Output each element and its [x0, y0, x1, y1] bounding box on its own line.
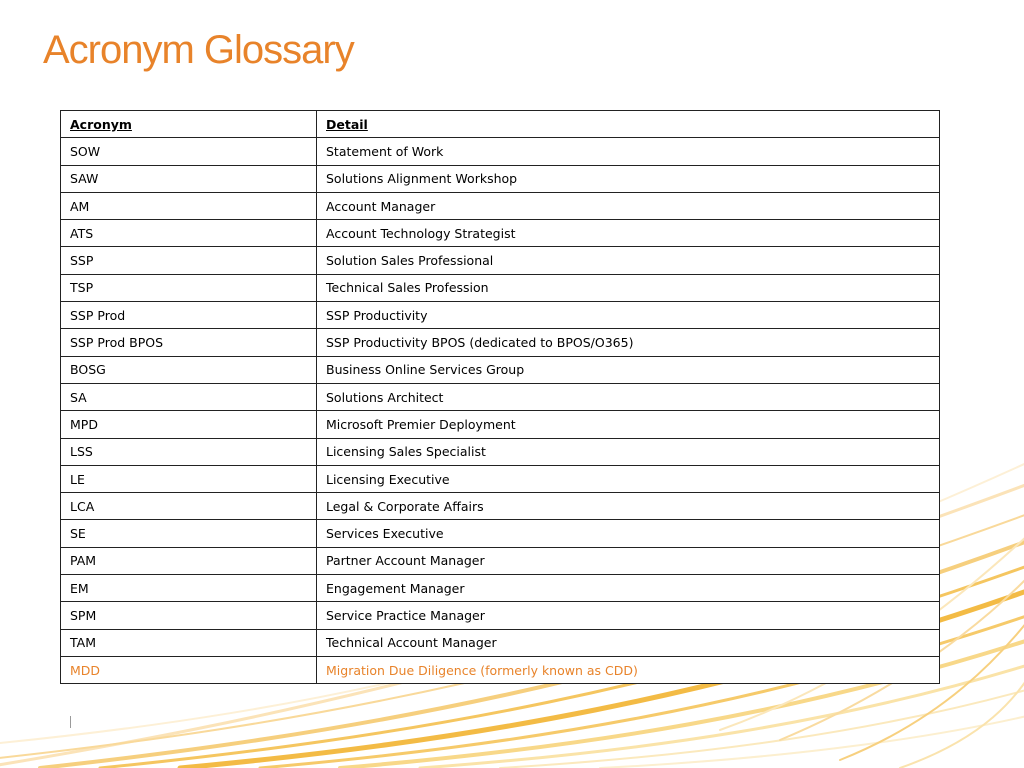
table-row: SSP Solution Sales Professional [60, 246, 940, 275]
acronym-cell: MDD [60, 655, 317, 685]
acronym-cell: SE [60, 519, 317, 548]
acronym-cell: ATS [60, 219, 317, 248]
detail-cell: Solutions Alignment Workshop [316, 164, 940, 193]
detail-cell: Microsoft Premier Deployment [316, 410, 940, 439]
acronym-cell: TAM [60, 628, 317, 657]
table-body: SOW Statement of Work SAW Solutions Alignme… [60, 137, 940, 685]
acronym-cell: SPM [60, 601, 317, 630]
table-row: PAM Partner Account Manager [60, 546, 940, 576]
table-header-row: Acronym Detail [60, 109, 940, 139]
acronym-cell: BOSG [60, 355, 317, 384]
detail-cell: Legal & Corporate Affairs [316, 492, 940, 521]
column-header-detail: Detail [316, 109, 940, 139]
acronym-glossary-table: Acronym Detail SOW Statement of Work SAW So… [60, 109, 940, 685]
table-row: SSP Prod SSP Productivity [60, 301, 940, 330]
detail-cell: Service Practice Manager [316, 601, 940, 630]
detail-cell: Partner Account Manager [316, 546, 940, 576]
table-row: LCA Legal & Corporate Affairs [60, 492, 940, 521]
table-row: EM Engagement Manager [60, 574, 940, 603]
table-row: MDD Migration Due Diligence (formerly kno… [60, 655, 940, 685]
table-row: SA Solutions Architect [60, 382, 940, 412]
acronym-cell: TSP [60, 273, 317, 303]
table-row: SAW Solutions Alignment Workshop [60, 164, 940, 193]
acronym-cell: AM [60, 191, 317, 221]
acronym-cell: LCA [60, 492, 317, 521]
detail-cell: Licensing Executive [316, 464, 940, 494]
detail-cell: Solutions Architect [316, 382, 940, 412]
acronym-cell: MPD [60, 410, 317, 439]
acronym-cell: SSP Prod BPOS [60, 328, 317, 357]
detail-cell: Business Online Services Group [316, 355, 940, 384]
table-row: SE Services Executive [60, 519, 940, 548]
acronym-cell: PAM [60, 546, 317, 576]
acronym-cell: SSP [60, 246, 317, 275]
column-header-acronym: Acronym [60, 109, 317, 139]
detail-cell: Services Executive [316, 519, 940, 548]
table-row: LE Licensing Executive [60, 464, 940, 494]
footer-divider [70, 716, 71, 728]
table-row: TSP Technical Sales Profession [60, 273, 940, 303]
acronym-cell: LE [60, 464, 317, 494]
detail-cell: Solution Sales Professional [316, 246, 940, 275]
acronym-cell: EM [60, 574, 317, 603]
detail-cell: Technical Sales Profession [316, 273, 940, 303]
detail-cell: Account Manager [316, 191, 940, 221]
detail-cell: Migration Due Diligence (formerly known … [316, 655, 940, 685]
table-row: SSP Prod BPOS SSP Productivity BPOS (dedi… [60, 328, 940, 357]
table-row: BOSG Business Online Services Group [60, 355, 940, 384]
detail-cell: Statement of Work [316, 137, 940, 166]
table-row: MPD Microsoft Premier Deployment [60, 410, 940, 439]
acronym-cell: SSP Prod [60, 301, 317, 330]
detail-cell: Engagement Manager [316, 574, 940, 603]
detail-cell: Account Technology Strategist [316, 219, 940, 248]
table-row: AM Account Manager [60, 191, 940, 221]
table-row: TAM Technical Account Manager [60, 628, 940, 657]
acronym-cell: SOW [60, 137, 317, 166]
table-row: LSS Licensing Sales Specialist [60, 437, 940, 466]
acronym-cell: SA [60, 382, 317, 412]
detail-cell: SSP Productivity [316, 301, 940, 330]
detail-cell: Licensing Sales Specialist [316, 437, 940, 466]
slide-title: Acronym Glossary [43, 28, 355, 72]
acronym-cell: LSS [60, 437, 317, 466]
acronym-cell: SAW [60, 164, 317, 193]
table-row: ATS Account Technology Strategist [60, 219, 940, 248]
detail-cell: SSP Productivity BPOS (dedicated to BPOS… [316, 328, 940, 357]
detail-cell: Technical Account Manager [316, 628, 940, 657]
table-row: SOW Statement of Work [60, 137, 940, 166]
table-row: SPM Service Practice Manager [60, 601, 940, 630]
